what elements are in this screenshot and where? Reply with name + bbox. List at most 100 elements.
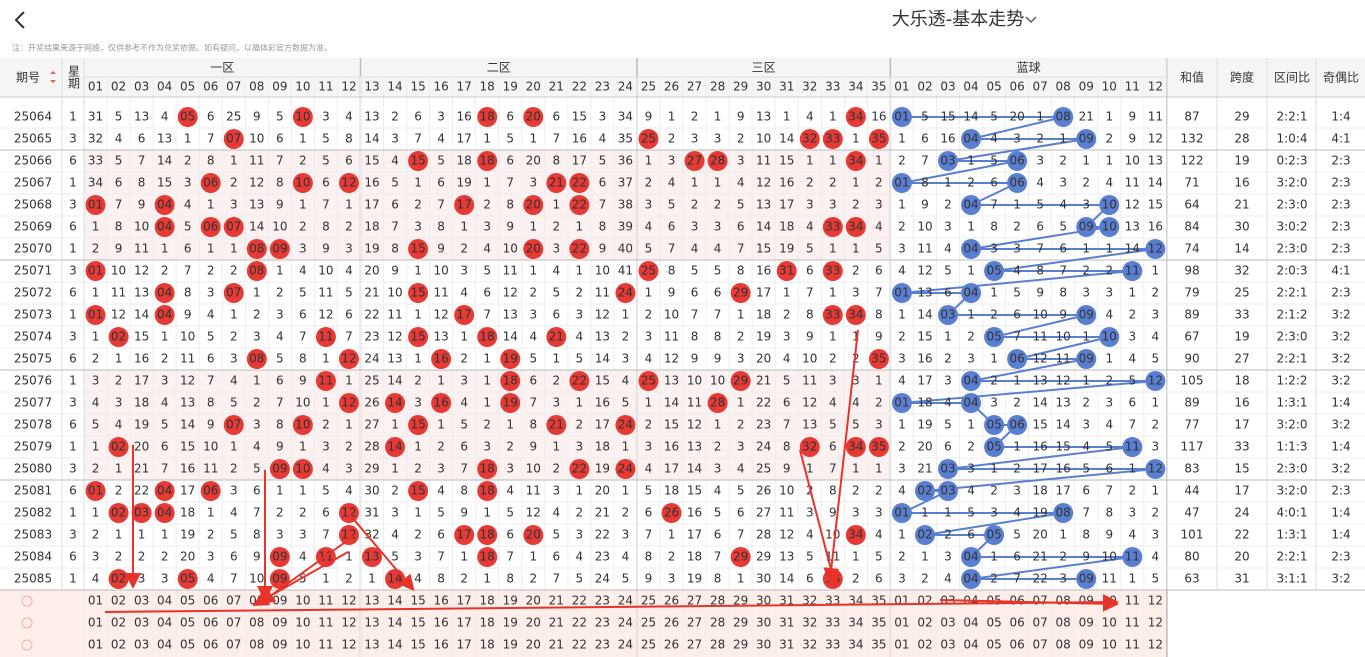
pick-number[interactable]: 16 (433, 616, 448, 630)
pick-number[interactable]: 27 (687, 594, 702, 608)
pick-number[interactable]: 02 (917, 616, 932, 630)
pick-number[interactable]: 24 (618, 616, 633, 630)
pick-number[interactable]: 06 (1009, 594, 1024, 608)
pick-number[interactable]: 10 (295, 594, 310, 608)
pick-number[interactable]: 25 (641, 616, 656, 630)
pick-number[interactable]: 03 (134, 638, 149, 652)
pick-number[interactable]: 32 (802, 638, 817, 652)
pick-number[interactable]: 06 (1009, 616, 1024, 630)
pick-number[interactable]: 12 (341, 638, 356, 652)
pick-number[interactable]: 05 (180, 616, 195, 630)
pick-number[interactable]: 05 (986, 638, 1001, 652)
pick-number[interactable]: 35 (871, 638, 886, 652)
back-button[interactable] (14, 11, 25, 29)
pick-number[interactable]: 09 (1079, 616, 1094, 630)
pick-number[interactable]: 20 (526, 616, 541, 630)
pick-number[interactable]: 21 (549, 616, 564, 630)
pick-number[interactable]: 08 (1056, 638, 1071, 652)
pick-number[interactable]: 17 (457, 638, 472, 652)
pick-number[interactable]: 04 (157, 616, 172, 630)
pick-number[interactable]: 35 (871, 594, 886, 608)
pick-number[interactable]: 06 (1009, 638, 1024, 652)
sort-icon[interactable] (50, 71, 56, 83)
pick-number[interactable]: 29 (733, 638, 748, 652)
pick-number[interactable]: 26 (664, 616, 679, 630)
pick-number[interactable]: 29 (733, 616, 748, 630)
pick-number[interactable]: 03 (134, 616, 149, 630)
pick-number[interactable]: 07 (1033, 616, 1048, 630)
pick-number[interactable]: 27 (687, 638, 702, 652)
pick-number[interactable]: 09 (272, 638, 287, 652)
pick-number[interactable]: 12 (341, 616, 356, 630)
pick-number[interactable]: 15 (410, 594, 425, 608)
pick-number[interactable]: 34 (848, 638, 863, 652)
pick-number[interactable]: 07 (226, 638, 241, 652)
pick-number[interactable]: 06 (203, 594, 218, 608)
pick-number[interactable]: 08 (249, 638, 264, 652)
pick-number[interactable]: 19 (503, 616, 518, 630)
pick-number[interactable]: 35 (871, 616, 886, 630)
pick-radio[interactable] (21, 617, 33, 629)
pick-number[interactable]: 09 (272, 594, 287, 608)
pick-number[interactable]: 23 (595, 638, 610, 652)
pick-number[interactable]: 15 (410, 616, 425, 630)
pick-number[interactable]: 08 (249, 616, 264, 630)
pick-number[interactable]: 08 (1056, 594, 1071, 608)
pick-number[interactable]: 02 (917, 638, 932, 652)
pick-number[interactable]: 17 (457, 616, 472, 630)
pick-number[interactable]: 19 (503, 638, 518, 652)
pick-number[interactable]: 26 (664, 638, 679, 652)
pick-number[interactable]: 13 (364, 616, 379, 630)
pick-number[interactable]: 08 (1056, 616, 1071, 630)
pick-number[interactable]: 05 (180, 594, 195, 608)
pick-number[interactable]: 34 (848, 616, 863, 630)
pick-number[interactable]: 10 (295, 638, 310, 652)
pick-number[interactable]: 23 (595, 594, 610, 608)
pick-number[interactable]: 07 (1033, 594, 1048, 608)
pick-radio[interactable] (21, 639, 33, 651)
pick-number[interactable]: 28 (710, 638, 725, 652)
pick-number[interactable]: 06 (203, 638, 218, 652)
pick-number[interactable]: 28 (710, 616, 725, 630)
pick-number[interactable]: 01 (88, 616, 103, 630)
pick-number[interactable]: 22 (572, 638, 587, 652)
pick-number[interactable]: 22 (572, 616, 587, 630)
pick-number[interactable]: 27 (687, 616, 702, 630)
pick-number[interactable]: 06 (203, 616, 218, 630)
pick-number[interactable]: 26 (664, 594, 679, 608)
pick-number[interactable]: 04 (963, 616, 978, 630)
pick-number[interactable]: 03 (940, 616, 955, 630)
pick-number[interactable]: 07 (226, 616, 241, 630)
pick-number[interactable]: 32 (802, 616, 817, 630)
pick-number[interactable]: 25 (641, 594, 656, 608)
pick-number[interactable]: 09 (272, 616, 287, 630)
pick-number[interactable]: 01 (894, 594, 909, 608)
pick-number[interactable]: 20 (526, 638, 541, 652)
pick-number[interactable]: 01 (88, 594, 103, 608)
pick-number[interactable]: 13 (364, 594, 379, 608)
pick-number[interactable]: 07 (1033, 638, 1048, 652)
pick-number[interactable]: 11 (318, 594, 333, 608)
pick-number[interactable]: 02 (111, 616, 126, 630)
pick-number[interactable]: 21 (549, 638, 564, 652)
pick-number[interactable]: 18 (480, 616, 495, 630)
pick-number[interactable]: 15 (410, 638, 425, 652)
pick-radio[interactable] (21, 595, 33, 607)
pick-number[interactable]: 31 (779, 616, 794, 630)
pick-number[interactable]: 23 (595, 616, 610, 630)
pick-number[interactable]: 11 (1125, 616, 1140, 630)
pick-number[interactable]: 17 (457, 594, 472, 608)
pick-number[interactable]: 11 (318, 616, 333, 630)
pick-number[interactable]: 19 (503, 594, 518, 608)
pick-number[interactable]: 03 (134, 594, 149, 608)
pick-number[interactable]: 33 (825, 616, 840, 630)
pick-number[interactable]: 18 (480, 594, 495, 608)
pick-number[interactable]: 09 (1079, 638, 1094, 652)
pick-number[interactable]: 10 (1102, 616, 1117, 630)
pick-number[interactable]: 16 (433, 594, 448, 608)
pick-number[interactable]: 11 (318, 638, 333, 652)
pick-number[interactable]: 01 (88, 638, 103, 652)
pick-number[interactable]: 14 (387, 594, 402, 608)
pick-number[interactable]: 10 (1102, 594, 1117, 608)
pick-number[interactable]: 10 (1102, 638, 1117, 652)
